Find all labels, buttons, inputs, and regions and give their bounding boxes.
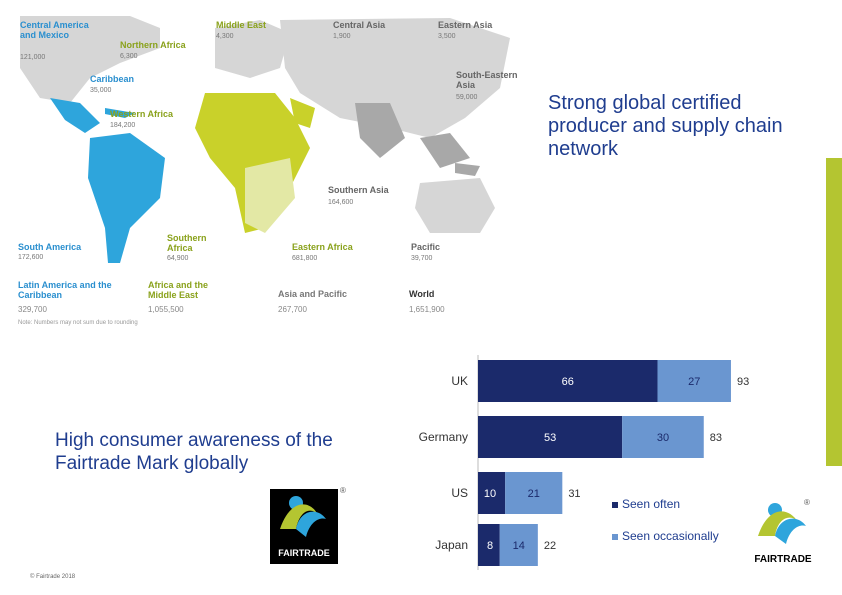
label-central-asia: Central Asia (333, 20, 386, 30)
australia-shape (415, 178, 495, 233)
data-label: 10 (484, 488, 496, 500)
map-graphic (20, 16, 510, 263)
total-label-asia: Asia and Pacific (278, 289, 348, 299)
label-caribbean: Caribbean (90, 74, 135, 84)
network-heading: Strong global certified producer and sup… (548, 92, 783, 160)
data-label: 27 (688, 376, 700, 388)
value-caribbean: 35,000 (90, 87, 112, 94)
south-america-shape (88, 133, 165, 263)
world-map: Central America and Mexico 121,000 Middl… (10, 8, 520, 343)
registered-mark-right: ® (804, 498, 810, 507)
value-western-africa: 184,200 (110, 122, 136, 129)
category-label: Germany (419, 430, 468, 444)
fairtrade-mark-icon (758, 503, 806, 544)
awareness-chart: UK 66 27 93 Germany 53 30 83 US 10 21 31 Japan 8 14 22 S… (419, 355, 749, 570)
label-western-africa: Western Africa (110, 109, 174, 119)
label-pacific: Pacific (411, 242, 441, 252)
bar-segment (505, 472, 563, 514)
total-label-world: World (409, 289, 435, 299)
fairtrade-logo-right: FAIRTRADE (748, 496, 818, 568)
label-eastern-asia: Eastern Asia (438, 20, 493, 30)
data-label: 53 (544, 432, 556, 444)
total-value-asia: 267,700 (278, 305, 307, 314)
value-middle-east: 4,300 (216, 33, 234, 40)
category-label: UK (451, 374, 468, 388)
value-northern-africa: 6,300 (120, 53, 138, 60)
total-value-latam: 329,700 (18, 305, 47, 314)
value-south-america: 172,600 (18, 254, 44, 261)
bar-segment (499, 524, 538, 566)
bar-segment (478, 416, 623, 458)
registered-mark-left: ® (340, 486, 346, 495)
map-note: Note: Numbers may not sum due to roundin… (18, 320, 138, 326)
label-south-america: South America (18, 242, 82, 252)
north-america-shape (20, 16, 160, 103)
value-se-asia: 59,000 (456, 94, 478, 101)
legend-swatch (612, 502, 618, 508)
fairtrade-mark-icon (280, 496, 326, 537)
value-central-america: 121,000 (20, 54, 46, 61)
copyright: © Fairtrade 2018 (30, 574, 76, 580)
caribbean-shape (105, 108, 135, 118)
label-northern-africa: Northern Africa (120, 40, 186, 50)
label-middle-east: Middle East (216, 20, 267, 30)
data-label: 30 (657, 432, 669, 444)
south-asia-shape (355, 103, 405, 158)
europe-shape (215, 20, 290, 78)
label-southern-africa: Southern Africa (167, 233, 207, 253)
label-central-america: Central America and Mexico (20, 20, 89, 40)
legend-swatch (612, 534, 618, 540)
total-label: 83 (710, 432, 722, 444)
total-label-africa: Africa and the Middle East (148, 280, 209, 300)
logo-right-text: FAIRTRADE (754, 554, 812, 565)
middle-east-shape (290, 98, 315, 128)
label-southern-asia: Southern Asia (328, 185, 389, 195)
bar-segment (478, 524, 500, 566)
total-value-world: 1,651,900 (409, 305, 445, 314)
bar-segment (478, 360, 658, 402)
label-eastern-africa: Eastern Africa (292, 242, 353, 252)
logo-left-text: FAIRTRADE (278, 548, 330, 558)
data-label: 66 (562, 376, 574, 388)
value-southern-africa: 64,900 (167, 255, 189, 262)
awareness-heading: High consumer awareness of the Fairtrade… (55, 430, 333, 474)
asia-shape (280, 18, 510, 138)
total-value-africa: 1,055,500 (148, 305, 184, 314)
legend-label: Seen occasionally (622, 529, 719, 543)
accent-bar (826, 158, 842, 466)
category-label: Japan (435, 538, 468, 552)
total-label: 93 (737, 376, 749, 388)
value-eastern-asia: 3,500 (438, 33, 456, 40)
data-label: 21 (528, 488, 540, 500)
total-label-latam: Latin America and the Caribbean (18, 280, 112, 300)
data-label: 8 (487, 540, 493, 552)
total-label: 22 (544, 540, 556, 552)
fairtrade-logo-left: FAIRTRADE (270, 489, 338, 564)
central-america-shape (50, 98, 100, 133)
value-pacific: 39,700 (411, 255, 433, 262)
value-southern-asia: 164,600 (328, 199, 354, 206)
pacific-shape (455, 163, 480, 176)
category-label: US (451, 486, 468, 500)
southern-africa-shape (245, 158, 295, 233)
total-label: 31 (568, 488, 580, 500)
data-label: 14 (513, 540, 525, 552)
bar-segment (657, 360, 731, 402)
value-eastern-africa: 681,800 (292, 255, 318, 262)
se-asia-shape (420, 133, 470, 168)
bar-segment (478, 472, 506, 514)
label-se-asia: South-Eastern Asia (456, 70, 518, 90)
bar-segment (622, 416, 704, 458)
legend-label: Seen often (622, 497, 680, 511)
value-central-asia: 1,900 (333, 33, 351, 40)
